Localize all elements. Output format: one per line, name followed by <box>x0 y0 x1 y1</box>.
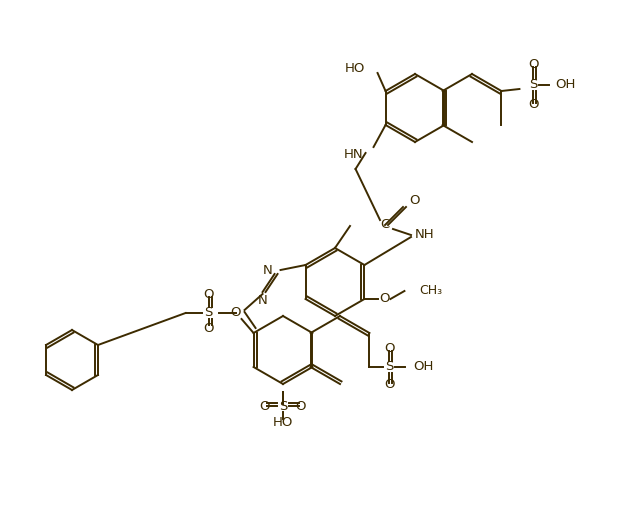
Text: CH₃: CH₃ <box>419 284 443 297</box>
Text: O: O <box>528 58 539 71</box>
Text: O: O <box>379 292 390 305</box>
Text: O: O <box>296 400 307 413</box>
Text: C: C <box>380 218 390 231</box>
Text: O: O <box>204 322 214 336</box>
Text: O: O <box>260 400 270 413</box>
Text: O: O <box>204 289 214 302</box>
Text: HO: HO <box>273 416 293 428</box>
Text: HO: HO <box>345 63 365 76</box>
Text: NH: NH <box>415 229 435 242</box>
Text: O: O <box>384 378 395 391</box>
Text: N: N <box>258 293 268 306</box>
Text: S: S <box>385 361 394 374</box>
Text: O: O <box>528 98 539 111</box>
Text: O: O <box>230 306 241 319</box>
Text: N: N <box>263 264 273 277</box>
Text: HN: HN <box>344 148 364 162</box>
Text: O: O <box>384 342 395 355</box>
Text: OH: OH <box>556 79 576 92</box>
Text: OH: OH <box>413 361 434 374</box>
Text: S: S <box>529 79 538 92</box>
Text: O: O <box>409 194 419 207</box>
Text: S: S <box>204 306 212 319</box>
Text: S: S <box>279 400 287 413</box>
